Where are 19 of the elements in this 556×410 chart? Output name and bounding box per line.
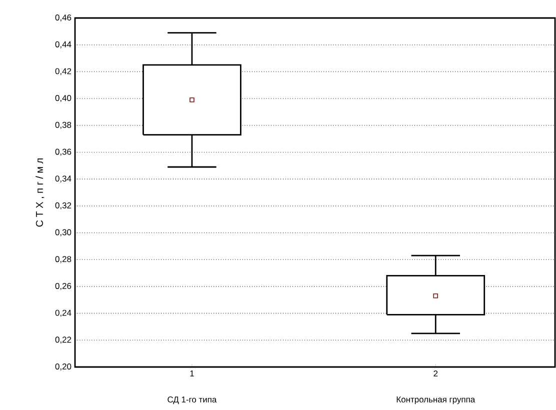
x-tick-label: 2 [434,370,438,376]
y-tick-label: 0,20 [55,364,72,370]
x-tick-label: 1 [190,370,194,376]
y-tick-label: 0,22 [55,336,72,344]
y-tick-label: 0,38 [55,122,72,129]
y-tick-label: 0,44 [55,41,72,48]
y-tick-label: 0,26 [55,282,72,290]
y-tick-label: 0,46 [55,14,72,22]
y-tick-label: 0,32 [55,202,72,210]
y-tick-label: 0,40 [55,95,72,102]
y-tick-label: 0,34 [55,176,72,183]
y-tick-label: 0,30 [55,229,72,236]
y-tick-label: 0,42 [55,68,72,76]
y-tick-label: 0,28 [55,256,72,264]
text: Контрольная группа [396,396,476,404]
y-tick-label: 0,24 [55,310,72,317]
y-axis-title: С Т Х , п г / м л [36,158,44,227]
y-tick-label: 0,36 [55,148,72,156]
text: СД 1-го типа [168,396,217,404]
